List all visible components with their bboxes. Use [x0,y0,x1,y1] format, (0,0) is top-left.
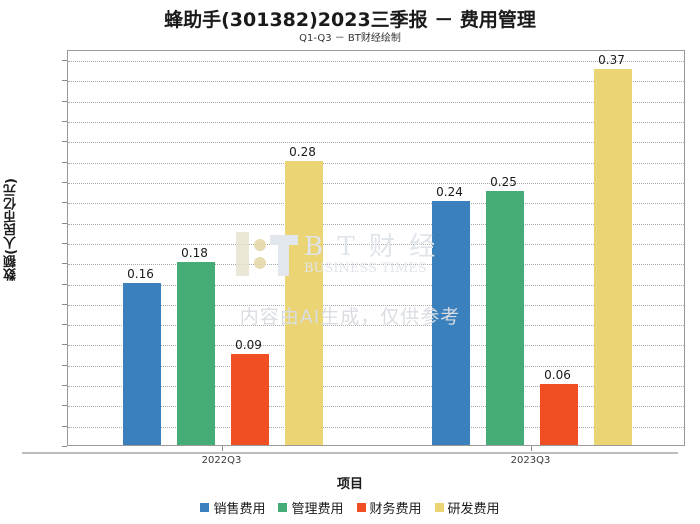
gridline [68,142,684,144]
legend-item-3[interactable]: 研发费用 [434,498,500,517]
gridline [68,325,684,327]
legend-item-2[interactable]: 财务费用 [356,498,422,517]
bar[interactable] [284,160,323,445]
bar-value-label: 0.16 [127,266,154,281]
gridline [68,101,684,103]
bar-value-label: 0.06 [544,368,571,383]
bar[interactable] [122,282,161,445]
y-axis-label: 数额(人民币亿元) [4,178,19,281]
y-tick-mark [62,60,67,62]
bar-value-label: 0.09 [235,337,262,352]
y-tick-mark [62,80,67,82]
gridline [68,406,684,408]
y-tick-mark [62,222,67,224]
gridline [68,203,684,205]
bar-value-label: 0.37 [598,53,625,68]
chart-subtitle: Q1-Q3 － BT财经绘制 [299,33,401,44]
y-tick-mark [62,263,67,265]
gridline [68,223,684,225]
y-tick-mark [62,344,67,346]
y-tick-mark [62,303,67,305]
gridline [68,81,684,83]
gridline [68,386,684,388]
y-tick-mark [62,121,67,123]
y-tick-mark [62,405,67,407]
x-axis-label: 项目 [336,477,363,492]
bar-value-label: 0.18 [181,246,208,261]
bar[interactable] [539,384,578,445]
bar[interactable] [431,201,470,445]
legend-swatch-icon [278,503,288,512]
legend: 销售费用 管理费用 财务费用 研发费用 [0,498,700,517]
y-tick-mark [62,385,67,387]
y-tick-mark [62,446,67,447]
y-tick-mark [62,324,67,326]
y-tick-mark [62,242,67,244]
bar[interactable] [485,191,524,445]
bar[interactable] [230,353,269,445]
gridline [68,264,684,266]
gridline [68,61,684,63]
gridline [68,243,684,245]
legend-swatch-icon [434,503,444,512]
gridline [68,162,684,164]
y-tick-mark [62,141,67,143]
legend-label: 研发费用 [447,502,500,517]
legend-label: 销售费用 [213,502,266,517]
plot-area [67,50,685,446]
x-tick-mark [530,446,532,451]
legend-label: 管理费用 [291,502,344,517]
bar-value-label: 0.24 [436,185,463,200]
gridline [68,284,684,286]
x-tick-mark [221,446,223,451]
gridline [68,365,684,367]
gridline [68,122,684,124]
axis-baseline [22,452,678,454]
bar-value-label: 0.28 [289,144,316,159]
y-tick-mark [62,283,67,285]
legend-swatch-icon [200,503,210,512]
legend-item-0[interactable]: 销售费用 [200,498,265,517]
y-tick-mark [62,364,67,366]
x-tick-label: 2022Q3 [201,455,242,466]
y-tick-mark [62,425,67,427]
legend-item-1[interactable]: 管理费用 [278,498,344,517]
gridline [68,304,684,306]
y-tick-mark [62,202,67,204]
bar[interactable] [176,262,215,445]
y-tick-mark [62,182,67,183]
chart-title: 蜂助手(301382)2023三季报 － 费用管理 [164,9,536,31]
gridline [68,426,684,428]
bar-value-label: 0.25 [490,175,517,190]
gridline [68,183,684,184]
bar[interactable] [593,69,632,445]
legend-label: 财务费用 [369,502,422,517]
x-tick-label: 2023Q3 [510,455,551,466]
legend-swatch-icon [356,503,366,512]
y-tick-mark [62,161,67,163]
y-tick-mark [62,100,67,102]
gridline [68,345,684,347]
